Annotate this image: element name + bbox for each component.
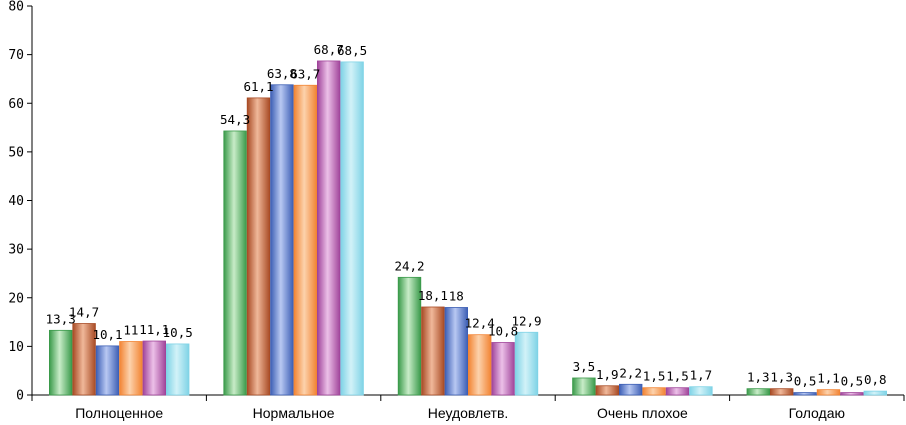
bar — [444, 307, 469, 396]
bar — [840, 392, 864, 396]
data-label: 3,5 — [573, 359, 596, 374]
bars — [49, 60, 888, 396]
bar — [816, 389, 841, 396]
data-label: 1,3 — [770, 370, 793, 385]
bar — [142, 340, 167, 396]
bar — [770, 388, 794, 396]
data-label: 10,5 — [163, 325, 193, 340]
x-category-label: Неудовлетв. — [428, 405, 509, 421]
axes: 0 10 20 30 40 50 60 70 80 Полноценное Нормальное Не… — [8, 0, 905, 421]
y-tick-label: 80 — [8, 0, 24, 15]
data-label: 24,2 — [394, 258, 424, 273]
y-tick-label: 50 — [8, 145, 24, 160]
data-label: 12,9 — [511, 313, 541, 328]
bar — [793, 392, 817, 396]
data-label: 10,8 — [488, 323, 518, 338]
bar — [49, 329, 73, 396]
bar — [746, 388, 771, 396]
bar — [72, 323, 96, 396]
data-label: 1,5 — [666, 369, 689, 384]
bar — [316, 60, 341, 396]
data-label: 1,9 — [596, 367, 619, 382]
data-label: 11 — [123, 323, 138, 338]
bar — [119, 341, 143, 396]
bar — [246, 97, 271, 396]
bar — [340, 61, 364, 396]
data-label: 14,7 — [69, 305, 99, 320]
data-label: 68,7 — [314, 42, 344, 57]
bar — [95, 345, 120, 396]
x-category-label: Голодаю — [789, 405, 845, 421]
data-label: 0,5 — [841, 374, 864, 389]
x-category-label: Очень плохое — [597, 405, 688, 421]
bar — [491, 342, 515, 396]
data-label: 61,1 — [243, 79, 273, 94]
x-category-label: Нормальное — [253, 405, 335, 421]
data-label: 11,1 — [139, 322, 169, 337]
data-label: 2,2 — [619, 365, 642, 380]
bar — [397, 276, 422, 396]
bar — [165, 343, 190, 396]
data-label: 63,7 — [290, 66, 320, 81]
x-category-label: Полноценное — [75, 405, 163, 421]
bar — [467, 334, 492, 396]
data-label: 1,3 — [747, 370, 770, 385]
bar — [595, 385, 620, 396]
bar — [421, 306, 445, 396]
data-label: 12,4 — [465, 316, 495, 331]
y-tick-label: 0 — [16, 389, 24, 404]
data-label: 18 — [449, 288, 464, 303]
y-tick-label: 40 — [8, 194, 24, 209]
bar — [572, 377, 596, 396]
bar — [665, 387, 690, 396]
data-label: 63,8 — [267, 66, 297, 81]
data-labels: 13,314,7 10,1 11 11,110,5 54,3 61,163,863,7 68… — [46, 42, 887, 389]
data-label: 68,5 — [337, 43, 367, 58]
bar — [619, 383, 643, 396]
data-label: 0,8 — [864, 372, 887, 387]
y-tick-label: 20 — [8, 291, 24, 306]
bar — [293, 84, 318, 396]
bar — [514, 331, 539, 396]
bar — [642, 387, 666, 396]
y-tick-label: 60 — [8, 97, 24, 112]
bar — [689, 386, 713, 396]
data-label: 1,5 — [643, 369, 666, 384]
data-label: 10,1 — [92, 327, 122, 342]
data-label: 1,1 — [817, 371, 840, 386]
y-tick-label: 70 — [8, 48, 24, 63]
data-label: 1,7 — [690, 368, 713, 383]
data-label: 0,5 — [794, 374, 817, 389]
bar — [270, 84, 294, 396]
y-tick-label: 10 — [8, 340, 24, 355]
data-label: 18,1 — [418, 288, 448, 303]
data-label: 13,3 — [46, 311, 76, 326]
bar — [863, 390, 888, 396]
bar — [223, 130, 247, 396]
y-tick-label: 30 — [8, 243, 24, 258]
data-label: 54,3 — [220, 112, 250, 127]
